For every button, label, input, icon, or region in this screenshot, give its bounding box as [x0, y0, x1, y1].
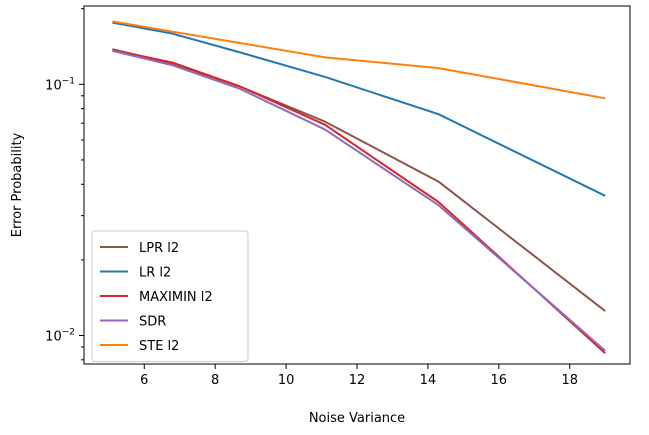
legend-label-0: LPR l2	[139, 241, 179, 256]
plot-lines	[112, 20, 606, 354]
legend-label-3: SDR	[139, 315, 166, 330]
x-tick-label: 6	[140, 373, 148, 388]
series-line-3	[112, 49, 606, 352]
x-tick-label: 12	[349, 373, 366, 388]
legend: LPR l2 LR l2 MAXIMIN l2 SDR STE l2	[91, 230, 249, 362]
legend-label-4: STE l2	[139, 339, 179, 354]
legend-label-1: LR l2	[139, 266, 171, 281]
legend-label-2: MAXIMIN l2	[139, 290, 213, 305]
y-tick-label: 10−2	[45, 327, 75, 344]
legend-box	[91, 230, 249, 362]
series-line-1	[112, 21, 606, 197]
x-axis: 6 8 10 12 14 16 18	[140, 364, 578, 388]
x-tick-label: 16	[491, 373, 508, 388]
x-tick-label: 18	[561, 373, 578, 388]
y-tick-label: 10−1	[45, 76, 75, 93]
x-tick-label: 14	[420, 373, 437, 388]
x-axis-label: Noise Variance	[309, 411, 405, 426]
x-tick-label: 8	[211, 373, 219, 388]
y-axis-label: Error Probability	[10, 132, 25, 237]
series-line-2	[112, 49, 606, 354]
y-axis: 10−1 10−2	[45, 8, 84, 361]
series-line-4	[112, 20, 606, 100]
x-tick-label: 10	[278, 373, 295, 388]
